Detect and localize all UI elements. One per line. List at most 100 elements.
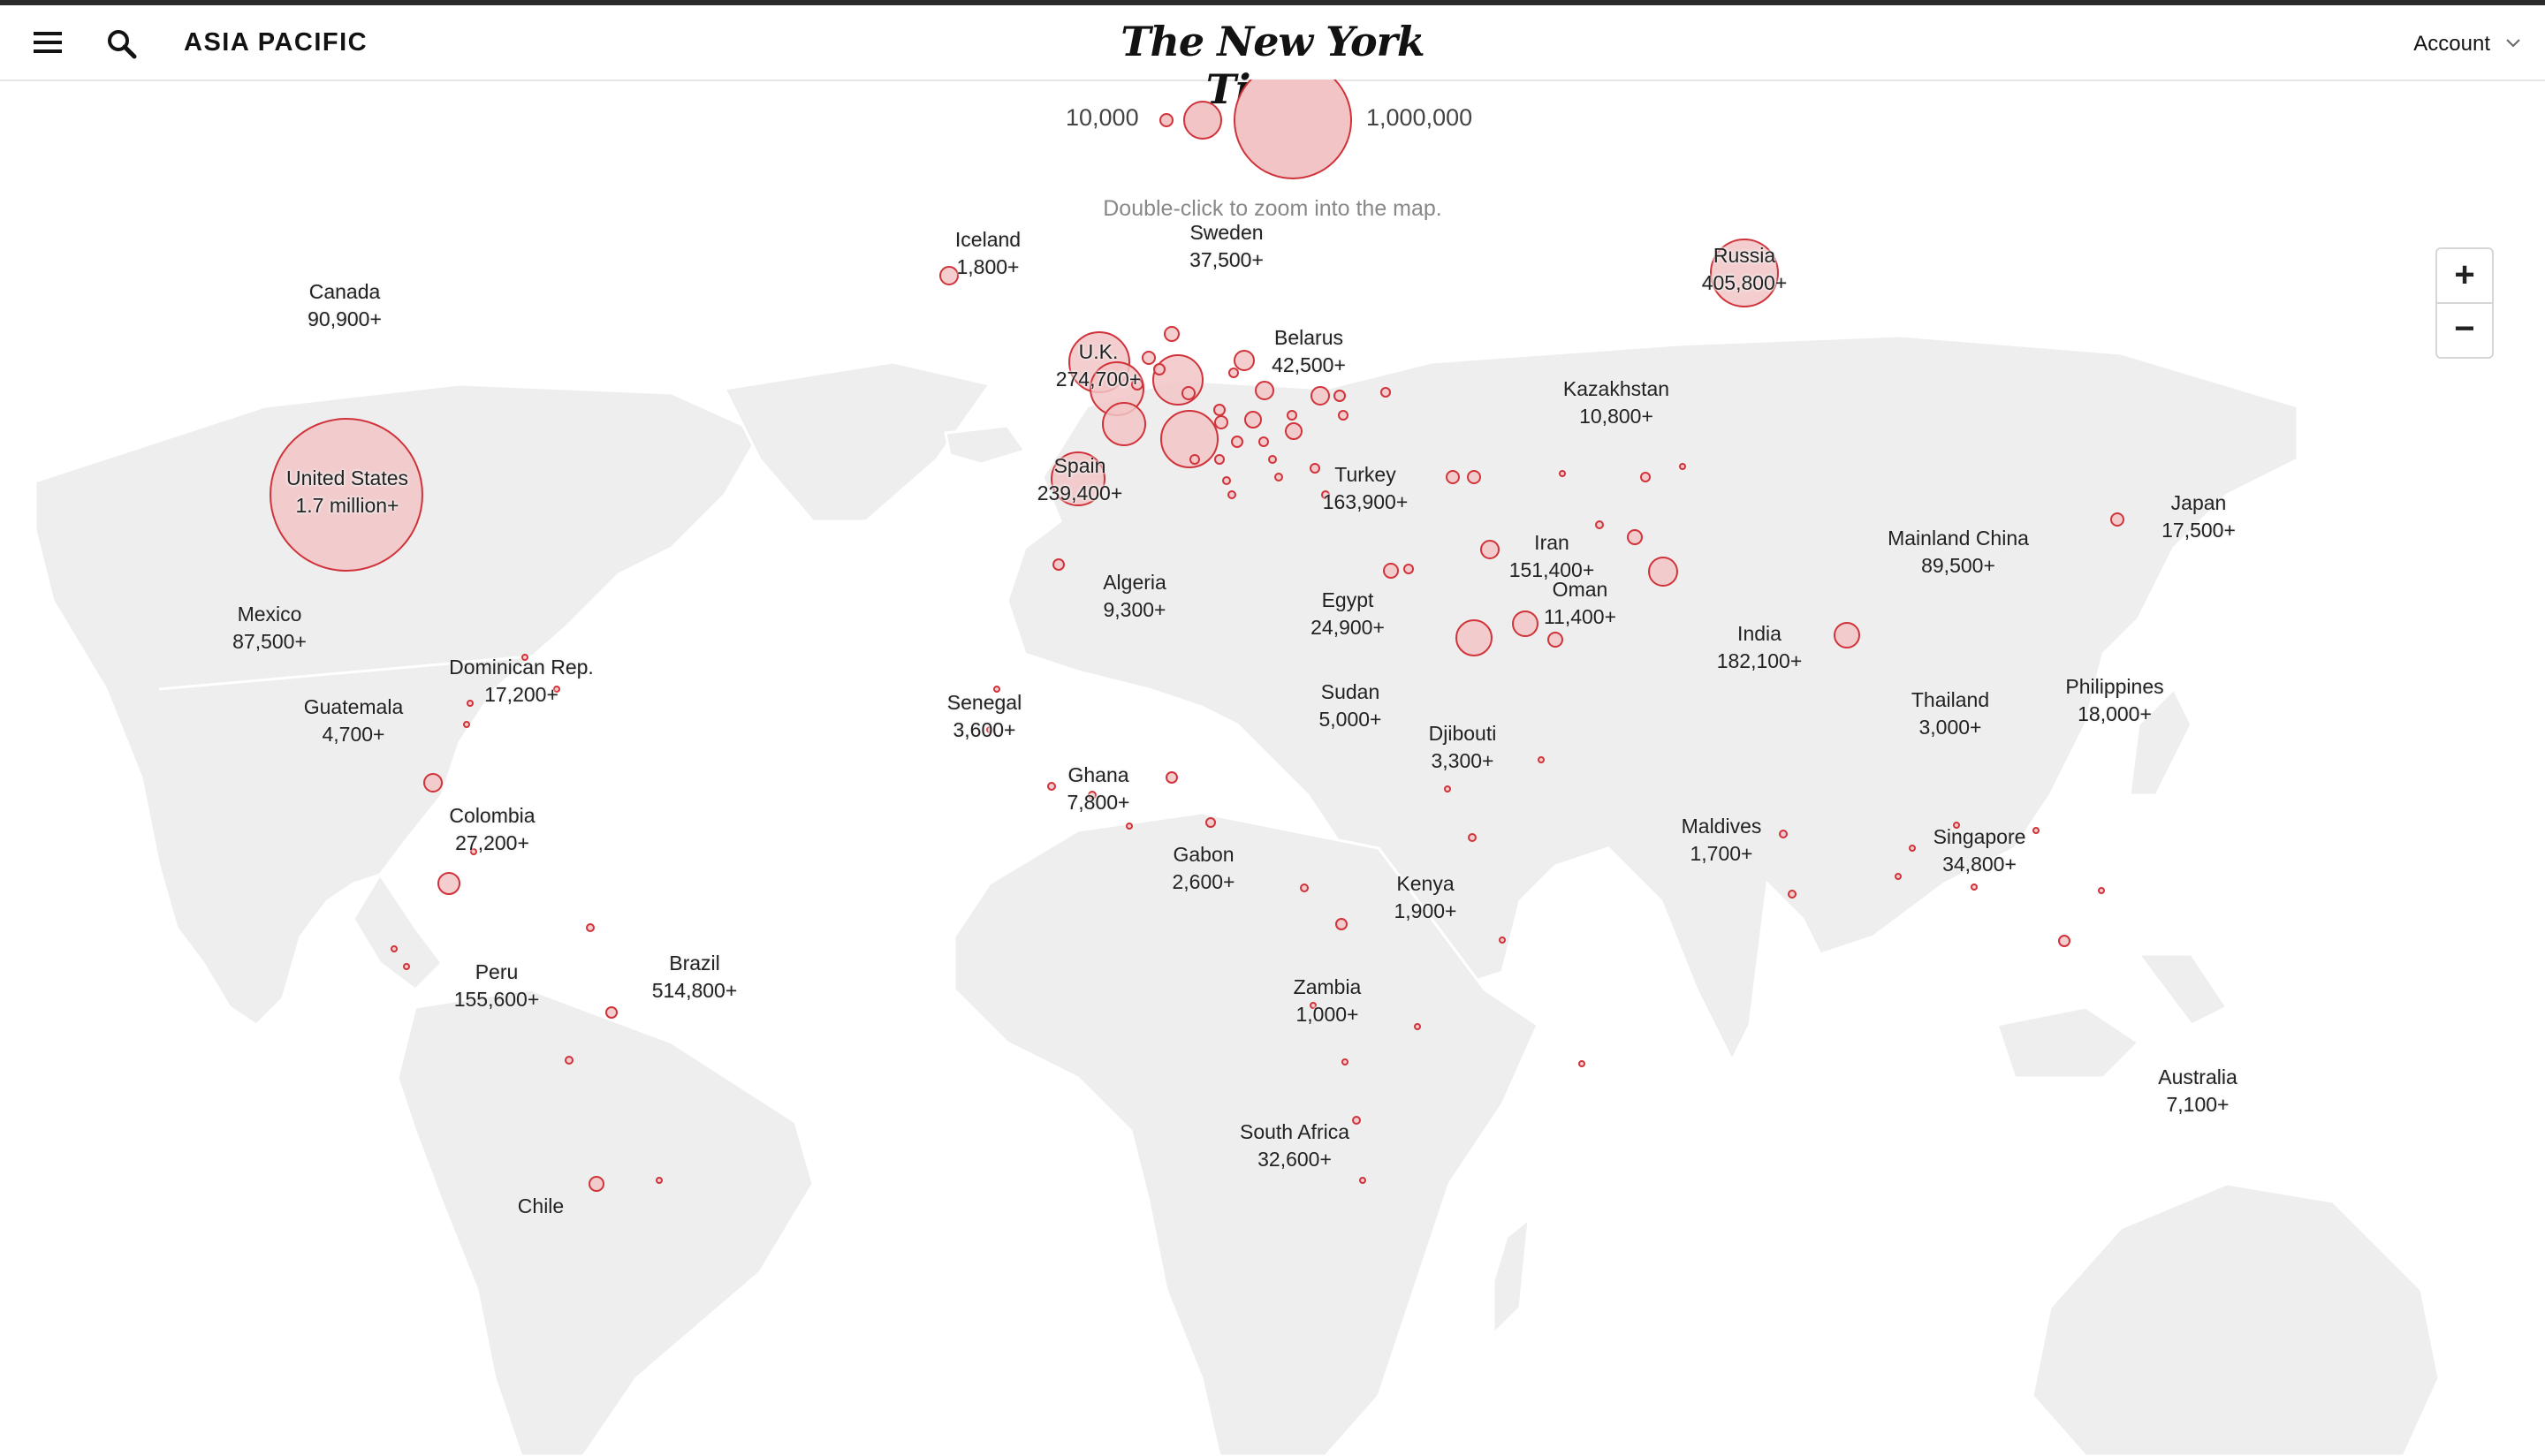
- case-bubble[interactable]: [1834, 622, 1860, 648]
- case-bubble[interactable]: [1333, 390, 1346, 402]
- case-bubble[interactable]: [1383, 563, 1399, 579]
- case-bubble[interactable]: [1467, 470, 1481, 484]
- case-bubble[interactable]: [1352, 1116, 1361, 1125]
- case-bubble[interactable]: [1679, 463, 1686, 470]
- case-bubble[interactable]: [1300, 883, 1309, 892]
- case-bubble[interactable]: [1234, 350, 1255, 371]
- case-bubble[interactable]: [1321, 490, 1330, 499]
- case-bubble[interactable]: [1205, 817, 1216, 828]
- case-bubble[interactable]: [1052, 558, 1065, 571]
- case-bubble[interactable]: [939, 266, 959, 285]
- case-bubble[interactable]: [1547, 632, 1563, 648]
- section-link[interactable]: ASIA PACIFIC: [184, 28, 368, 57]
- case-bubble[interactable]: [1152, 354, 1204, 406]
- case-bubble[interactable]: [1338, 410, 1348, 421]
- case-bubble[interactable]: [1258, 436, 1269, 447]
- case-bubble[interactable]: [1181, 386, 1196, 400]
- case-bubble[interactable]: [1102, 402, 1146, 446]
- case-bubble[interactable]: [1213, 404, 1226, 416]
- case-bubble[interactable]: [656, 1177, 663, 1184]
- map-canvas[interactable]: [0, 230, 2545, 1456]
- search-icon[interactable]: [104, 27, 140, 62]
- case-bubble[interactable]: [1559, 470, 1566, 477]
- case-bubble[interactable]: [1268, 455, 1277, 464]
- case-bubble[interactable]: [1578, 1060, 1585, 1067]
- case-bubble[interactable]: [1153, 363, 1166, 375]
- case-bubble[interactable]: [1047, 782, 1056, 791]
- case-bubble[interactable]: [1310, 1002, 1317, 1009]
- case-bubble[interactable]: [589, 1176, 604, 1192]
- case-bubble[interactable]: [1538, 756, 1545, 763]
- case-bubble[interactable]: [270, 418, 423, 572]
- chevron-down-icon[interactable]: [2504, 37, 2522, 49]
- case-bubble[interactable]: [1468, 833, 1477, 842]
- case-bubble[interactable]: [1640, 472, 1651, 482]
- case-bubble[interactable]: [1214, 454, 1225, 465]
- case-bubble[interactable]: [1909, 845, 1916, 852]
- zoom-out-button[interactable]: −: [2454, 309, 2475, 348]
- case-bubble[interactable]: [1231, 436, 1243, 448]
- case-bubble[interactable]: [1214, 415, 1228, 429]
- case-bubble[interactable]: [1779, 830, 1788, 838]
- case-bubble[interactable]: [1088, 791, 1097, 800]
- case-bubble[interactable]: [1310, 463, 1320, 474]
- case-bubble[interactable]: [1274, 473, 1283, 482]
- case-bubble[interactable]: [1228, 368, 1239, 378]
- case-bubble[interactable]: [1131, 378, 1143, 391]
- case-bubble[interactable]: [1446, 470, 1460, 484]
- case-bubble[interactable]: [1480, 540, 1500, 559]
- case-bubble[interactable]: [463, 721, 470, 728]
- case-bubble[interactable]: [1499, 937, 1506, 944]
- case-bubble[interactable]: [1244, 411, 1262, 428]
- case-bubble[interactable]: [1648, 557, 1678, 587]
- case-bubble[interactable]: [423, 773, 443, 792]
- case-bubble[interactable]: [1414, 1023, 1421, 1030]
- case-bubble[interactable]: [2098, 887, 2105, 894]
- case-bubble[interactable]: [470, 848, 477, 855]
- case-bubble[interactable]: [1627, 529, 1643, 545]
- zoom-in-button[interactable]: +: [2437, 249, 2492, 304]
- case-bubble[interactable]: [1895, 873, 1902, 880]
- case-bubble[interactable]: [1222, 476, 1231, 485]
- case-bubble[interactable]: [1142, 351, 1156, 365]
- case-bubble[interactable]: [2032, 827, 2040, 834]
- case-bubble[interactable]: [1953, 822, 1960, 829]
- menu-icon[interactable]: [34, 32, 62, 53]
- case-bubble[interactable]: [586, 923, 595, 932]
- case-bubble[interactable]: [391, 945, 398, 952]
- case-bubble[interactable]: [565, 1056, 574, 1065]
- case-bubble[interactable]: [1788, 890, 1797, 899]
- case-bubble[interactable]: [1227, 490, 1236, 499]
- case-bubble[interactable]: [1051, 451, 1105, 506]
- case-bubble[interactable]: [1287, 410, 1297, 421]
- case-bubble[interactable]: [553, 686, 560, 693]
- case-bubble[interactable]: [1710, 239, 1779, 307]
- case-bubble[interactable]: [1455, 619, 1493, 656]
- case-bubble[interactable]: [1341, 1058, 1348, 1065]
- account-button[interactable]: Account: [2413, 32, 2490, 56]
- case-bubble[interactable]: [605, 1006, 618, 1019]
- case-bubble[interactable]: [1512, 610, 1538, 637]
- case-bubble[interactable]: [1310, 386, 1330, 406]
- world-map[interactable]: Canada 90,900+ United States 1.7 million+ Me…: [0, 221, 2545, 1456]
- case-bubble[interactable]: [1359, 1177, 1366, 1184]
- case-bubble[interactable]: [1189, 454, 1200, 465]
- case-bubble[interactable]: [437, 872, 460, 895]
- case-bubble[interactable]: [1285, 422, 1303, 440]
- case-bubble[interactable]: [1160, 410, 1219, 468]
- case-bubble[interactable]: [521, 654, 528, 661]
- case-bubble[interactable]: [1380, 387, 1391, 398]
- case-bubble[interactable]: [1166, 771, 1178, 784]
- case-bubble[interactable]: [1126, 823, 1133, 830]
- case-bubble[interactable]: [1444, 785, 1451, 792]
- case-bubble[interactable]: [2058, 935, 2070, 947]
- case-bubble[interactable]: [1335, 918, 1348, 930]
- case-bubble[interactable]: [1595, 520, 1604, 529]
- case-bubble[interactable]: [467, 700, 474, 707]
- case-bubble[interactable]: [2110, 512, 2124, 527]
- case-bubble[interactable]: [403, 963, 410, 970]
- case-bubble[interactable]: [1403, 564, 1414, 574]
- case-bubble[interactable]: [986, 726, 993, 733]
- case-bubble[interactable]: [993, 686, 1000, 693]
- case-bubble[interactable]: [1255, 381, 1274, 400]
